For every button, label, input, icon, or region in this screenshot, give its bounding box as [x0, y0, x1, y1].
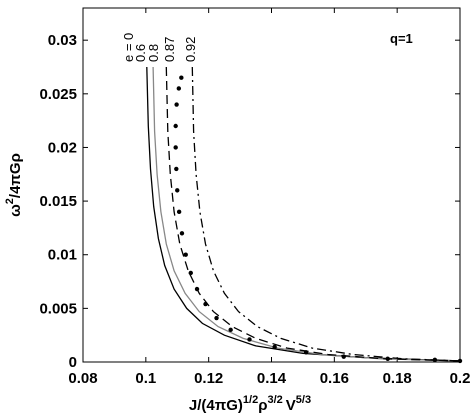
series-point — [247, 337, 252, 342]
series-line-2 — [165, 66, 461, 362]
series-point — [303, 350, 309, 355]
y-tick-labels: 0 0.005 0.01 0.015 0.02 0.025 0.03 — [39, 32, 77, 371]
annotation-q: q=1 — [390, 31, 413, 46]
x-tick-label: 0.14 — [257, 370, 287, 387]
series-point — [203, 301, 208, 307]
x-tick-label: 0.1 — [135, 370, 156, 387]
curve-label: 0.8 — [146, 44, 161, 62]
series-point — [194, 286, 200, 292]
series-point — [179, 231, 185, 236]
y-tick-label: 0.01 — [48, 247, 77, 264]
curve-label: 0.6 — [133, 44, 148, 62]
series-point — [175, 188, 180, 193]
y-tick-label: 0.03 — [48, 32, 77, 49]
y-tick-label: 0.015 — [39, 193, 77, 210]
curve-label: 0.87 — [162, 37, 177, 62]
x-tick-labels: 0.08 0.1 0.12 0.14 0.16 0.18 0.2 — [68, 370, 470, 387]
curve-label: 0.92 — [183, 37, 198, 62]
x-tick-label: 0.18 — [383, 370, 412, 387]
series-point — [174, 102, 179, 107]
y-axis-title: ω2/4πGρ — [4, 153, 24, 217]
series-point — [176, 86, 182, 91]
y-tick-label: 0.025 — [39, 86, 77, 103]
series-point — [457, 358, 463, 364]
series-point — [214, 315, 219, 321]
series-point — [176, 209, 182, 215]
series-point — [341, 354, 346, 359]
series-line-4 — [191, 66, 461, 362]
y-tick-label: 0 — [69, 354, 77, 371]
curve-labels: e = 00.60.8 0.87 0.92 — [121, 33, 198, 62]
series-layer — [146, 66, 463, 364]
series-point — [188, 270, 193, 276]
y-tick-label: 0.005 — [39, 300, 77, 317]
series-point — [183, 252, 188, 257]
x-tick-label: 0.12 — [194, 370, 223, 387]
y-tick-label: 0.02 — [48, 139, 77, 156]
x-tick-label: 0.16 — [320, 370, 349, 387]
series-point — [173, 123, 178, 129]
curve-label: e = 0 — [121, 33, 136, 62]
series-point — [272, 344, 277, 350]
series-line-1 — [152, 66, 461, 362]
series-point — [173, 145, 178, 150]
series-point — [174, 166, 179, 172]
x-axis-title: J/(4πG)1/2ρ3/2 V5/3 — [189, 394, 311, 414]
x-tick-label: 0.2 — [450, 370, 471, 387]
series-point — [228, 327, 233, 333]
series-point — [179, 75, 184, 80]
x-tick-label: 0.08 — [68, 370, 97, 387]
